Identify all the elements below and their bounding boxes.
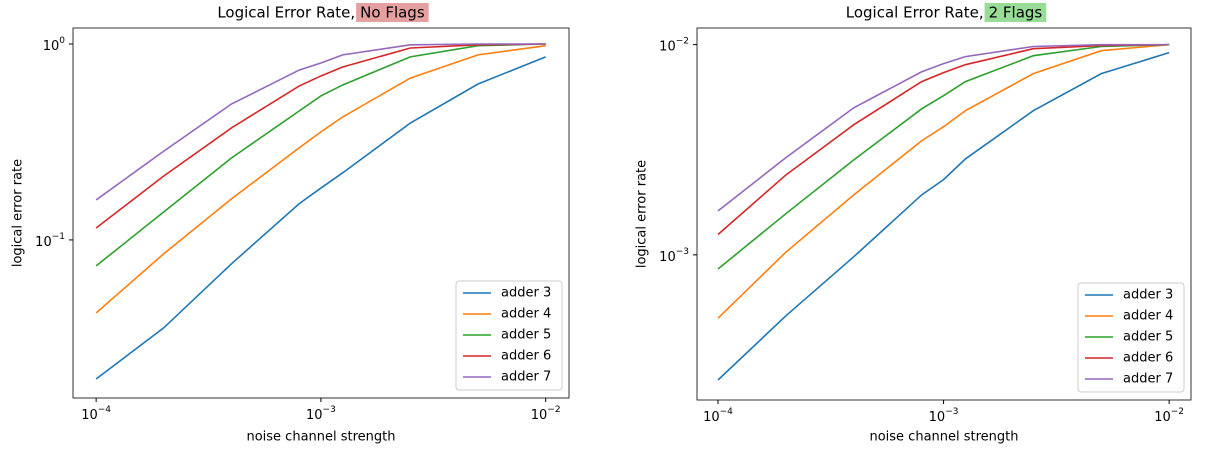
series-line <box>95 56 546 380</box>
tick-base: 10 <box>1154 410 1171 425</box>
title-highlight <box>984 3 1047 22</box>
tick-label: 10−1 <box>35 231 65 249</box>
tick-base: 10 <box>306 408 323 423</box>
tick-exponent: −2 <box>547 405 560 415</box>
legend-label: adder 5 <box>501 328 551 343</box>
legend-label: adder 7 <box>1123 372 1173 387</box>
x-axis-label: noise channel strength <box>246 430 395 445</box>
tick-label: 10−4 <box>81 405 111 423</box>
legend-label: adder 6 <box>501 349 551 364</box>
legend-box <box>455 280 563 391</box>
legend-label: adder 4 <box>501 307 551 322</box>
series-line <box>717 43 1170 270</box>
series-line <box>717 43 1170 212</box>
legend-label: adder 3 <box>501 286 551 301</box>
tick-exponent: 0 <box>59 36 65 46</box>
tick-label: 100 <box>43 36 66 54</box>
series-line <box>95 43 546 201</box>
tick-base: 10 <box>35 234 52 249</box>
series-line <box>717 51 1170 381</box>
chart-title-highlight: No Flags <box>360 4 425 22</box>
x-axis-label: noise channel strength <box>869 430 1018 445</box>
legend-box <box>1077 282 1185 393</box>
series-line <box>717 43 1170 319</box>
tick-exponent: −1 <box>52 231 65 241</box>
legend-label: adder 3 <box>1123 288 1173 303</box>
series-line <box>717 43 1170 236</box>
tick-exponent: −2 <box>676 36 689 46</box>
tick-base: 10 <box>43 39 60 54</box>
tick-base: 10 <box>703 410 720 425</box>
tick-label: 10−3 <box>929 407 959 425</box>
chart-title: Logical Error Rate, <box>217 4 355 22</box>
title-highlight <box>356 3 429 22</box>
tick-label: 10−2 <box>531 405 561 423</box>
tick-base: 10 <box>659 249 676 264</box>
tick-exponent: −4 <box>98 405 112 415</box>
legend-label: adder 6 <box>1123 351 1173 366</box>
legend-label: adder 5 <box>1123 330 1173 345</box>
tick-exponent: −4 <box>720 407 734 417</box>
tick-exponent: −3 <box>323 405 336 415</box>
series-line <box>95 44 546 314</box>
legend-label: adder 4 <box>1123 309 1173 324</box>
tick-base: 10 <box>929 410 946 425</box>
legend-label: adder 7 <box>501 370 551 385</box>
chart-title-highlight: 2 Flags <box>989 4 1043 22</box>
series-line <box>95 43 546 229</box>
chart-title: Logical Error Rate, <box>846 4 984 22</box>
tick-label: 10−4 <box>703 407 733 425</box>
tick-label: 10−3 <box>306 405 336 423</box>
tick-base: 10 <box>81 408 98 423</box>
tick-base: 10 <box>531 408 548 423</box>
tick-label: 10−2 <box>1154 407 1184 425</box>
tick-exponent: −2 <box>1171 407 1184 417</box>
tick-exponent: −3 <box>676 246 689 256</box>
series-line <box>95 43 546 267</box>
tick-label: 10−2 <box>659 36 689 54</box>
tick-base: 10 <box>659 39 676 54</box>
tick-exponent: −3 <box>945 407 958 417</box>
y-axis-label: logical error rate <box>635 160 650 268</box>
y-axis-label: logical error rate <box>11 159 26 267</box>
tick-label: 10−3 <box>659 246 689 264</box>
